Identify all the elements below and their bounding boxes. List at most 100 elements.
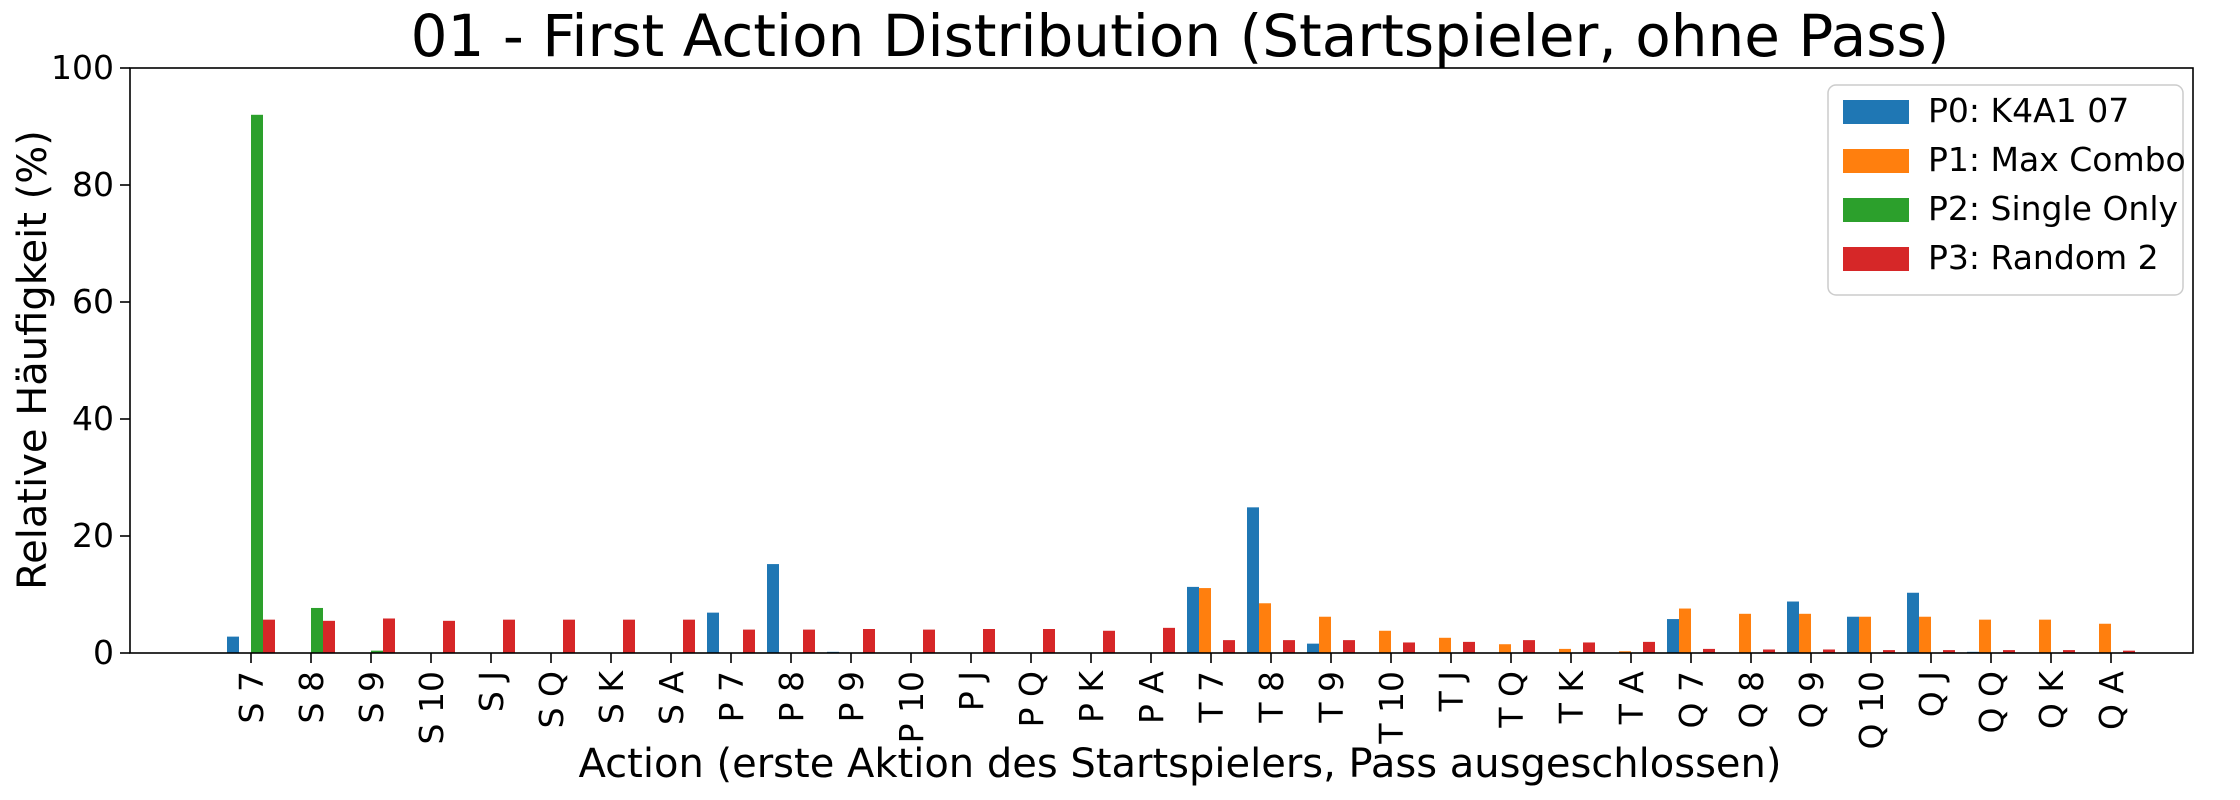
bar bbox=[2099, 623, 2111, 653]
bar bbox=[1643, 641, 1655, 653]
bar bbox=[983, 629, 995, 653]
x-tick-label: T Q bbox=[1492, 671, 1531, 729]
x-tick-label: S 7 bbox=[232, 671, 271, 723]
bar bbox=[227, 636, 239, 653]
plot-area-frame bbox=[129, 67, 2194, 654]
bar bbox=[1439, 637, 1451, 653]
legend-label: P0: K4A1 07 bbox=[1928, 91, 2129, 130]
x-tick-label: S 9 bbox=[352, 671, 391, 723]
x-tick-label: S Q bbox=[532, 671, 571, 728]
y-tick-label: 0 bbox=[93, 633, 114, 672]
bar bbox=[1799, 613, 1811, 653]
bar bbox=[1943, 650, 1955, 653]
x-tick-label: T J bbox=[1432, 671, 1471, 712]
x-tick-label: T 7 bbox=[1192, 671, 1231, 724]
bar bbox=[2123, 650, 2135, 653]
x-tick-label: T 8 bbox=[1252, 671, 1291, 724]
bar bbox=[563, 619, 575, 653]
bar bbox=[263, 619, 275, 653]
legend-label: P3: Random 2 bbox=[1928, 238, 2159, 277]
bar bbox=[323, 620, 335, 653]
bar bbox=[503, 619, 515, 653]
bar bbox=[923, 629, 935, 653]
bar bbox=[1499, 644, 1511, 653]
bar bbox=[1307, 643, 1319, 653]
bar bbox=[1403, 642, 1415, 653]
legend-label: P2: Single Only bbox=[1928, 189, 2178, 228]
bars-group bbox=[227, 114, 2135, 654]
x-tick-label: Q 7 bbox=[1672, 671, 1711, 728]
x-axis: S 7 S 8 S 9 S 10 S J S Q S K S A P 7 P 8 P 9 P 10 P … bbox=[232, 653, 2131, 749]
x-tick-label: P 7 bbox=[712, 671, 751, 722]
bar bbox=[1823, 649, 1835, 653]
bar bbox=[767, 564, 779, 653]
x-tick-label: P 9 bbox=[832, 671, 871, 722]
bar bbox=[1187, 586, 1199, 653]
bar bbox=[1979, 619, 1991, 653]
bar bbox=[311, 607, 323, 653]
x-tick-label: Q K bbox=[2032, 670, 2071, 729]
y-tick-label: 20 bbox=[72, 516, 114, 555]
x-tick-label: T A bbox=[1612, 671, 1651, 726]
x-tick-label: T K bbox=[1552, 670, 1591, 725]
bar bbox=[1883, 650, 1895, 653]
x-tick-label: P J bbox=[952, 671, 991, 711]
bar bbox=[1907, 592, 1919, 653]
x-tick-label: S A bbox=[652, 671, 691, 725]
bar bbox=[1619, 651, 1631, 653]
x-tick-label: P A bbox=[1132, 671, 1171, 724]
bar bbox=[1463, 641, 1475, 653]
bar bbox=[1919, 616, 1931, 653]
bar bbox=[2063, 650, 2075, 653]
bar bbox=[1739, 613, 1751, 653]
bar bbox=[1199, 588, 1211, 653]
bar bbox=[1103, 630, 1115, 653]
bar bbox=[1223, 640, 1235, 653]
legend-swatch bbox=[1843, 198, 1909, 222]
bar bbox=[1319, 616, 1331, 653]
bar bbox=[383, 618, 395, 653]
x-tick-label: Q J bbox=[1912, 671, 1951, 717]
bar bbox=[1859, 616, 1871, 653]
x-tick-label: S J bbox=[472, 671, 511, 712]
legend-swatch bbox=[1843, 100, 1909, 124]
bar bbox=[1667, 619, 1679, 653]
chart-title: 01 - First Action Distribution (Startspi… bbox=[411, 2, 1950, 70]
bar bbox=[1523, 640, 1535, 653]
x-tick-label: Q A bbox=[2092, 671, 2131, 730]
bar bbox=[1283, 640, 1295, 653]
bar bbox=[371, 650, 383, 653]
x-tick-label: P K bbox=[1072, 670, 1111, 723]
bar bbox=[251, 114, 263, 654]
x-tick-label: Q 10 bbox=[1852, 671, 1891, 749]
y-tick-label: 80 bbox=[72, 165, 114, 204]
bar bbox=[1583, 642, 1595, 653]
bar bbox=[1559, 648, 1571, 653]
x-tick-label: T 10 bbox=[1372, 671, 1411, 745]
y-tick-label: 100 bbox=[51, 48, 114, 87]
legend: P0: K4A1 07 P1: Max Combo P2: Single Only P… bbox=[1827, 84, 2186, 296]
bar bbox=[707, 612, 719, 653]
bar bbox=[1679, 608, 1691, 653]
bar bbox=[683, 619, 695, 653]
legend-swatch bbox=[1843, 247, 1909, 271]
y-axis-label: Relative Häufigkeit (%) bbox=[10, 130, 56, 590]
bar bbox=[2039, 619, 2051, 653]
bar bbox=[2003, 650, 2015, 653]
bar bbox=[863, 629, 875, 653]
bar bbox=[1343, 640, 1355, 653]
bar bbox=[623, 619, 635, 653]
x-tick-label: Q 8 bbox=[1732, 671, 1771, 728]
x-tick-label: S K bbox=[592, 670, 631, 724]
bar bbox=[743, 629, 755, 653]
x-tick-label: S 8 bbox=[292, 671, 331, 723]
x-tick-label: S 10 bbox=[412, 671, 451, 744]
bar bbox=[443, 620, 455, 653]
x-tick-label: P 10 bbox=[892, 671, 931, 743]
bar bbox=[1043, 629, 1055, 653]
x-tick-label: P Q bbox=[1012, 671, 1051, 727]
bar bbox=[1763, 649, 1775, 653]
bar bbox=[1259, 603, 1271, 653]
bar bbox=[1847, 616, 1859, 653]
